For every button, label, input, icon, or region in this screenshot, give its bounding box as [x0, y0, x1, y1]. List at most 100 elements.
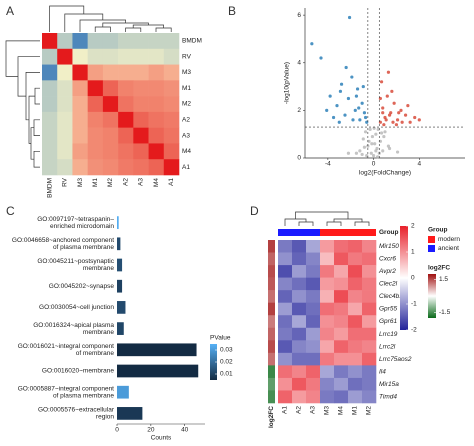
heatmap-cell [362, 290, 377, 303]
point [378, 120, 383, 124]
category-label: GO:0097197~tetraspanin– [37, 216, 114, 223]
category-label: GO:0030054~cell junction [39, 304, 114, 311]
point [310, 42, 314, 46]
row-label: RV [182, 53, 192, 60]
heatmap-cell [278, 265, 293, 278]
point [403, 113, 408, 117]
heatmap-cell [362, 315, 377, 329]
point [363, 115, 368, 120]
heatmap-cell [362, 252, 377, 266]
point [353, 108, 357, 112]
column-label: M3 [77, 178, 84, 187]
heatmap-cell [42, 159, 58, 176]
heatmap-cell [87, 48, 104, 65]
point [370, 134, 375, 139]
log2fc-cell [268, 340, 275, 354]
heatmap-cell [362, 340, 377, 354]
heatmap-cell [163, 80, 180, 97]
point [343, 113, 347, 117]
heatmap-cell [102, 64, 119, 81]
heatmap-cell [57, 80, 73, 97]
category-label: GO:0005887~integral component [18, 385, 114, 392]
panel-label: D [250, 204, 259, 218]
panel-label: A [6, 4, 14, 18]
point [389, 111, 393, 115]
y-tick-label: 0 [297, 155, 301, 162]
point [381, 106, 385, 110]
heatmap-cell [72, 33, 88, 50]
point [387, 146, 392, 151]
heatmap-cell [163, 96, 180, 113]
point [328, 94, 332, 98]
heatmap-cell [348, 290, 363, 303]
heatmap-cell [163, 33, 180, 50]
heatmap-cell [42, 64, 58, 81]
point [371, 154, 376, 158]
point [395, 118, 400, 122]
bar [117, 279, 123, 293]
row-label: Gpr61 [379, 318, 397, 325]
column-label: M1 [92, 178, 99, 187]
row-label: A2 [182, 116, 190, 123]
point [335, 104, 339, 108]
heatmap-cell [292, 277, 307, 291]
legend-tick-label: 2 [411, 223, 415, 230]
category-label: GO:0045211~postsynaptic [37, 258, 114, 265]
point [385, 94, 389, 98]
heatmap-cell [102, 159, 119, 176]
column-label: RV [62, 177, 69, 187]
heatmap-cell [306, 315, 321, 329]
heatmap-cell [320, 315, 335, 329]
x-tick-label: 40 [181, 427, 189, 434]
point [382, 134, 386, 139]
heatmap-cell [278, 315, 293, 329]
heatmap-cell [133, 143, 149, 160]
heatmap-cell [148, 96, 165, 113]
point [325, 108, 329, 112]
heatmap-cell [348, 390, 363, 404]
group-cell [278, 229, 292, 236]
point [390, 89, 394, 93]
point [367, 139, 371, 143]
row-label: BMDM [182, 38, 202, 45]
heatmap-cell [163, 127, 180, 144]
pvalue-legend-bar [210, 344, 217, 380]
heatmap-cell [306, 327, 321, 341]
column-label: M2 [366, 406, 373, 415]
point [379, 80, 384, 84]
legend-tick-label: -1 [411, 301, 417, 308]
heatmap-cell [87, 127, 104, 144]
point [363, 130, 368, 134]
point [347, 15, 352, 20]
log2fc-cell [268, 315, 275, 329]
heatmap-cell [102, 111, 119, 128]
heatmap-cell [292, 327, 307, 341]
heatmap-cell [320, 365, 335, 379]
heatmap-cell [42, 96, 58, 113]
log2fc-cell [268, 290, 275, 303]
heatmap-cell [306, 365, 321, 379]
heatmap-cell [148, 33, 165, 50]
heatmap-cell [72, 143, 88, 160]
heatmap-cell [133, 64, 149, 81]
heatmap-cell [148, 143, 165, 160]
bar [117, 343, 197, 357]
heatmap-cell [278, 252, 293, 266]
point [381, 149, 385, 153]
legend-tick-label: -1.5 [439, 309, 451, 316]
heatmap-cell [133, 127, 149, 144]
heatmap-cell [306, 277, 321, 291]
heatmap-cell [57, 111, 73, 128]
heatmap-cell [163, 64, 180, 81]
x-tick-label: -4 [325, 161, 331, 168]
heatmap-cell [163, 159, 180, 176]
heatmap-cell [278, 377, 293, 391]
heatmap-cell [87, 143, 104, 160]
heatmap-cell [118, 48, 134, 65]
group-cell [292, 229, 306, 236]
group-cell [334, 229, 348, 236]
point [387, 113, 392, 117]
heatmap-cell [348, 252, 363, 266]
column-label: A2 [122, 178, 129, 186]
